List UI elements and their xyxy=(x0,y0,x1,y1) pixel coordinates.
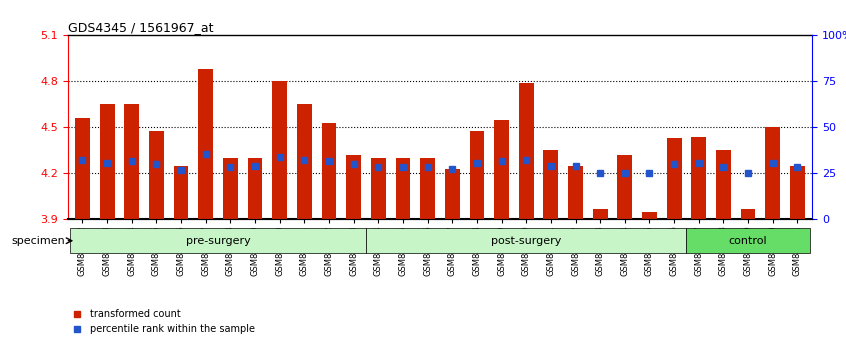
Bar xyxy=(445,169,459,219)
Legend: transformed count, percentile rank within the sample: transformed count, percentile rank withi… xyxy=(73,309,255,334)
Bar xyxy=(248,158,262,219)
Bar xyxy=(346,155,361,219)
Text: post-surgery: post-surgery xyxy=(491,236,562,246)
Bar xyxy=(740,209,755,219)
Bar xyxy=(321,123,337,219)
Bar xyxy=(470,131,484,219)
Bar xyxy=(173,166,189,219)
Bar xyxy=(198,69,213,219)
Text: control: control xyxy=(728,236,767,246)
Bar xyxy=(223,158,238,219)
Bar xyxy=(569,166,583,219)
Bar xyxy=(618,155,632,219)
Bar xyxy=(716,150,731,219)
FancyBboxPatch shape xyxy=(686,228,810,253)
Bar xyxy=(272,81,287,219)
Text: specimen: specimen xyxy=(11,236,64,246)
Bar xyxy=(494,120,509,219)
Bar xyxy=(75,118,90,219)
Text: GDS4345 / 1561967_at: GDS4345 / 1561967_at xyxy=(68,21,213,34)
FancyBboxPatch shape xyxy=(366,228,686,253)
Bar xyxy=(124,104,140,219)
Bar xyxy=(149,131,164,219)
Bar xyxy=(396,158,410,219)
Bar xyxy=(543,150,558,219)
Bar xyxy=(519,83,534,219)
Bar xyxy=(790,166,805,219)
FancyBboxPatch shape xyxy=(70,228,366,253)
Bar xyxy=(420,158,435,219)
Bar xyxy=(297,104,311,219)
Bar xyxy=(642,212,656,219)
Bar xyxy=(766,127,780,219)
Bar xyxy=(691,137,706,219)
Bar xyxy=(100,104,114,219)
Text: pre-surgery: pre-surgery xyxy=(185,236,250,246)
Bar xyxy=(593,209,607,219)
Bar xyxy=(371,158,386,219)
Bar xyxy=(667,138,682,219)
